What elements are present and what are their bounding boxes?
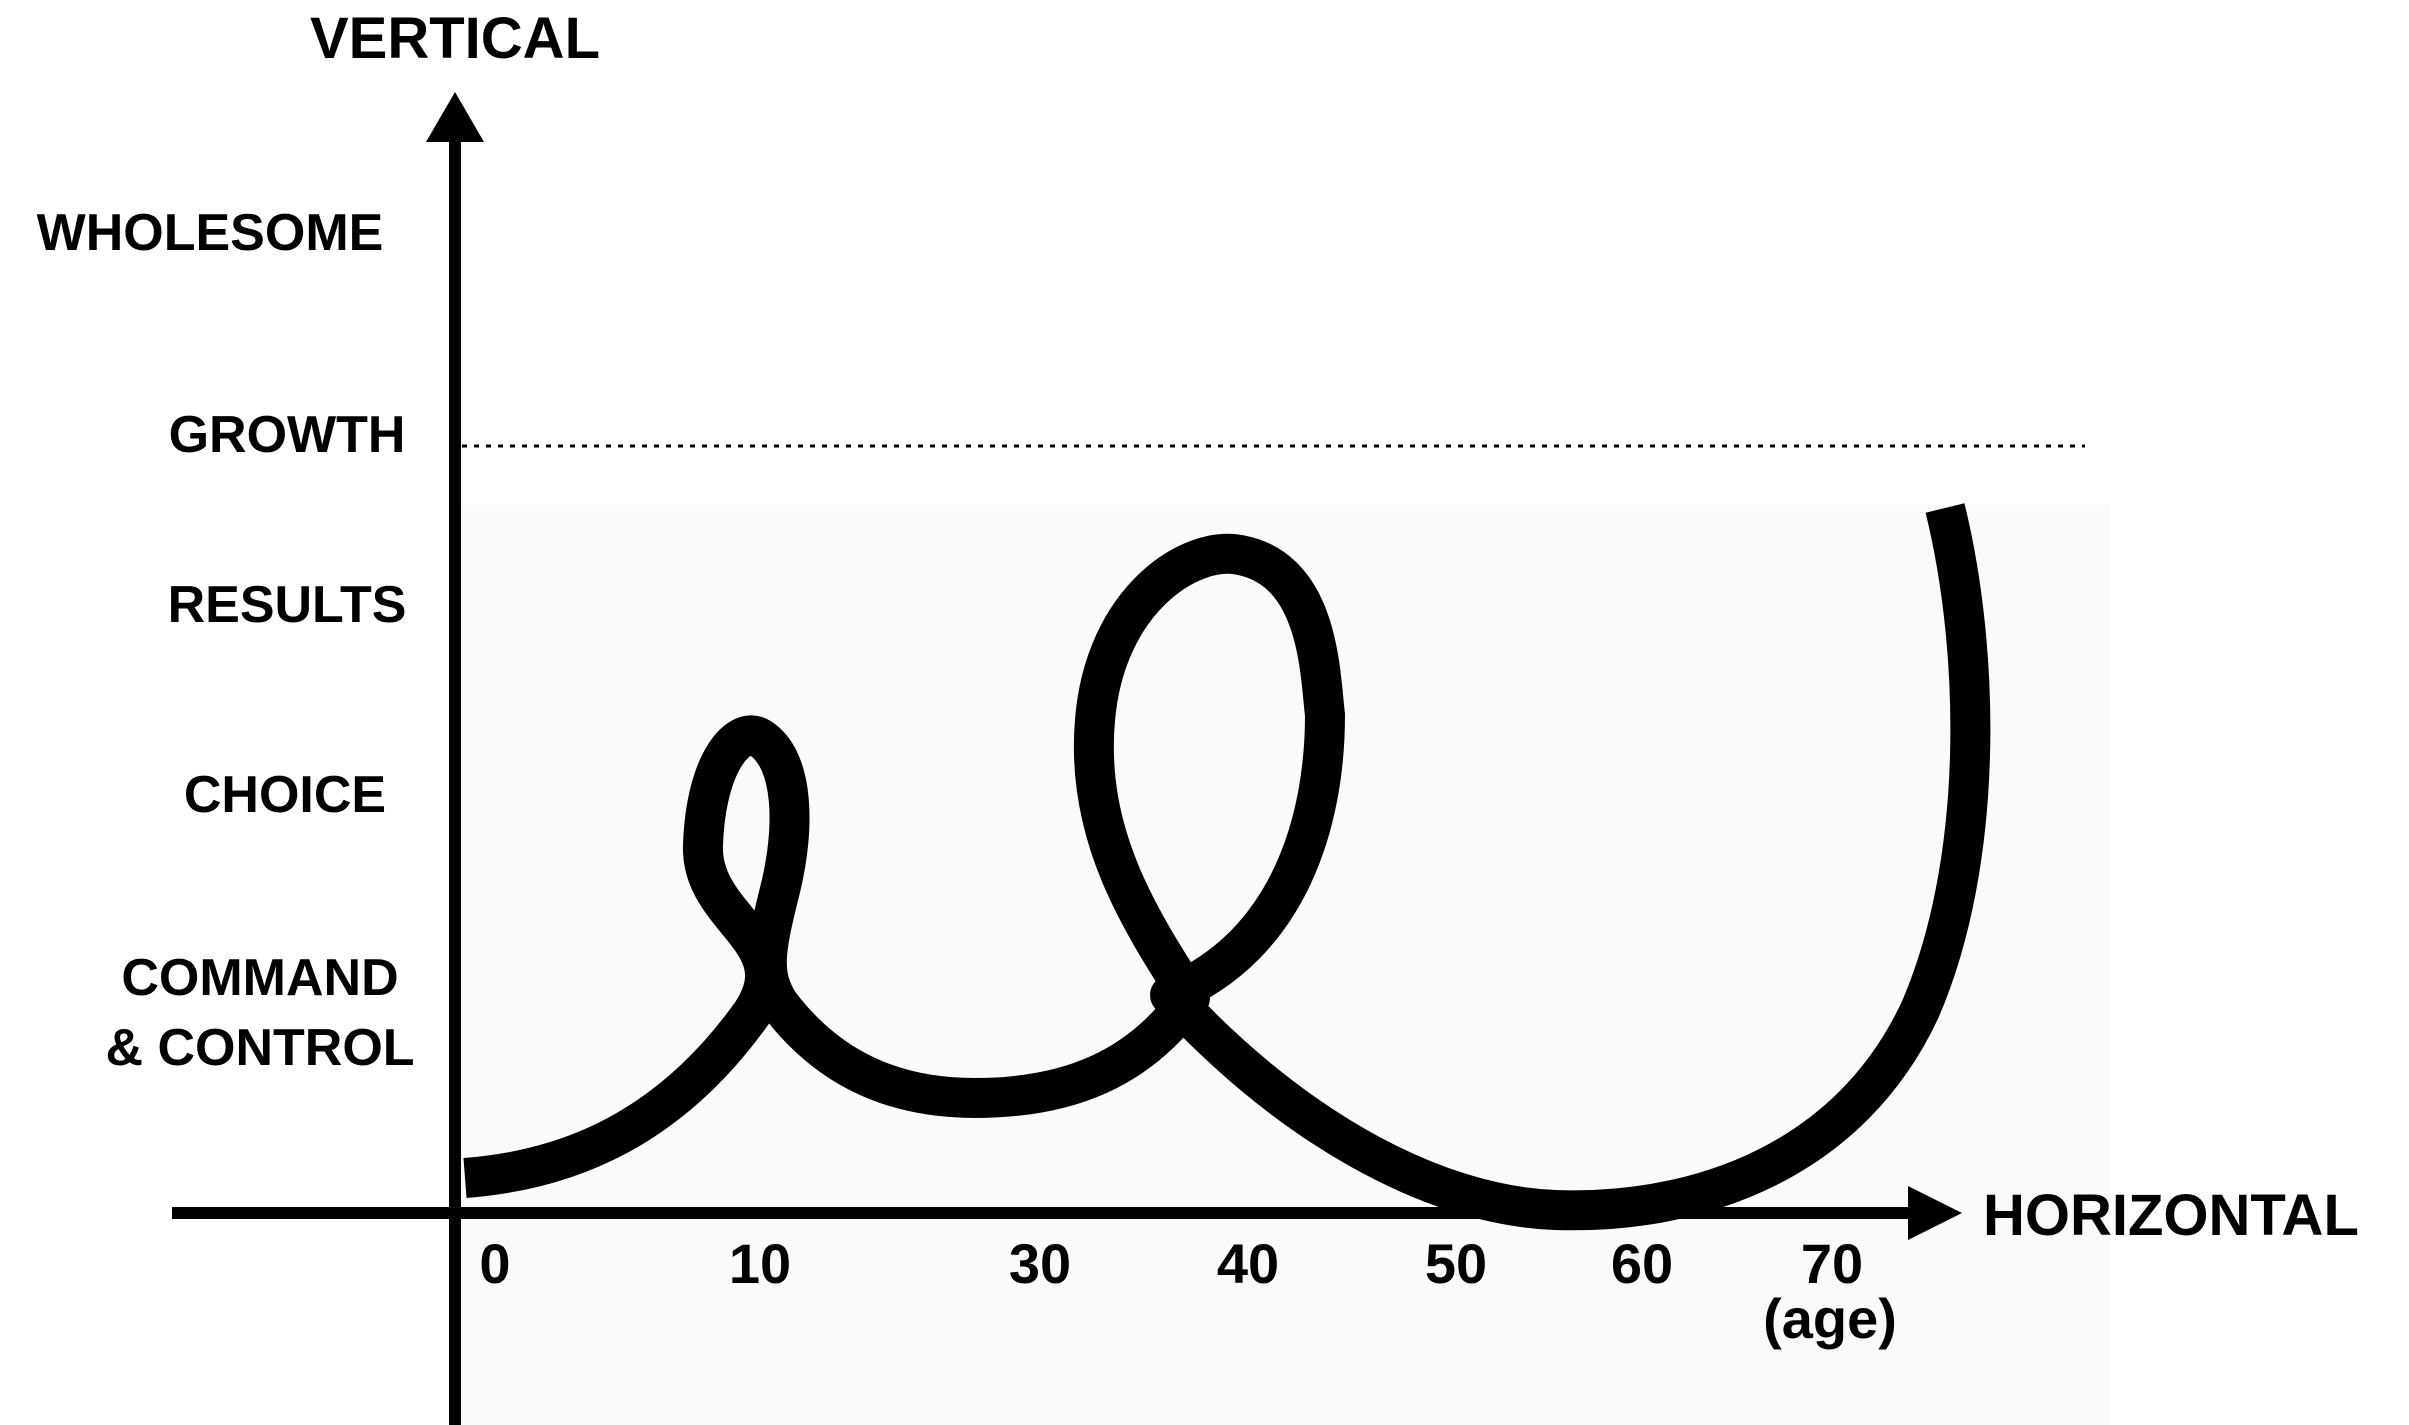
background-panel (455, 505, 2110, 1425)
tick-label-0: 0 (479, 1232, 510, 1295)
level-label-growth: GROWTH (169, 406, 406, 464)
level-label-choice: CHOICE (184, 766, 386, 824)
tick-label-70: 70 (1801, 1232, 1863, 1295)
life-curve (463, 503, 1991, 1231)
horizontal-axis-arrowhead (1908, 1186, 1962, 1240)
level-label-wholesome: WHOLESOME (37, 204, 384, 262)
vertical-axis-label: VERTICAL (310, 6, 600, 71)
horizontal-axis-label: HORIZONTAL (1983, 1183, 2359, 1248)
vertical-axis-arrowhead (426, 92, 484, 142)
tick-label-50: 50 (1425, 1232, 1487, 1295)
tick-label-10: 10 (729, 1232, 791, 1295)
level-label-results: RESULTS (168, 576, 407, 634)
tick-label-60: 60 (1611, 1232, 1673, 1295)
tick-label-30: 30 (1009, 1232, 1071, 1295)
tick-label-40: 40 (1217, 1232, 1279, 1295)
age-unit-label: (age) (1763, 1287, 1897, 1350)
level-label-control: & CONTROL (105, 1019, 414, 1077)
level-label-command: COMMAND (121, 949, 398, 1007)
